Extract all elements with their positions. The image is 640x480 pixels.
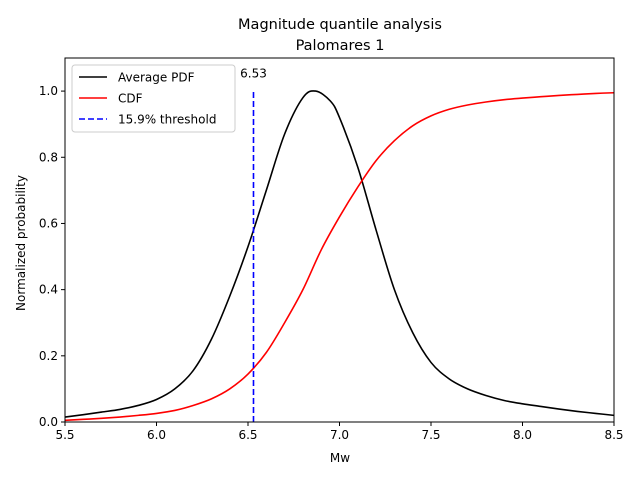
x-tick-label: 6.0 [147, 428, 166, 442]
y-tick-label: 0.2 [39, 349, 58, 363]
x-tick-label: 7.0 [330, 428, 349, 442]
x-axis-label: Mw [330, 451, 350, 465]
legend: Average PDF CDF 15.9% threshold [71, 64, 236, 133]
threshold-value-label: 6.53 [240, 66, 267, 80]
y-tick-label: 1.0 [39, 84, 58, 98]
x-tick-label: 8.5 [604, 428, 623, 442]
y-tick-label: 0.0 [39, 415, 58, 429]
chart-title: Magnitude quantile analysis [238, 17, 442, 33]
legend-label: 15.9% threshold [118, 113, 216, 127]
x-tick-label: 6.5 [238, 428, 257, 442]
x-tick-label: 8.0 [513, 428, 532, 442]
y-tick-label: 0.4 [39, 283, 58, 297]
y-tick-label: 0.6 [39, 216, 58, 230]
chart-subtitle: Palomares 1 [296, 38, 385, 54]
series-line-average-pdf [64, 90, 615, 418]
axes: 5.5 6.0 6.5 7.0 7.5 8.0 8.5 0.0 0.2 0.4 0.6 0.8 1.0 [39, 57, 624, 442]
y-tick-label: 0.8 [39, 150, 58, 164]
legend-box [71, 64, 236, 133]
plot-lines: 6.53 [64, 66, 615, 422]
y-axis-label: Normalized probability [14, 175, 28, 311]
series-line-cdf [64, 91, 615, 422]
legend-label: Average PDF [118, 71, 195, 85]
legend-label: CDF [118, 92, 143, 106]
x-tick-label: 5.5 [55, 428, 74, 442]
x-tick-label: 7.5 [421, 428, 440, 442]
